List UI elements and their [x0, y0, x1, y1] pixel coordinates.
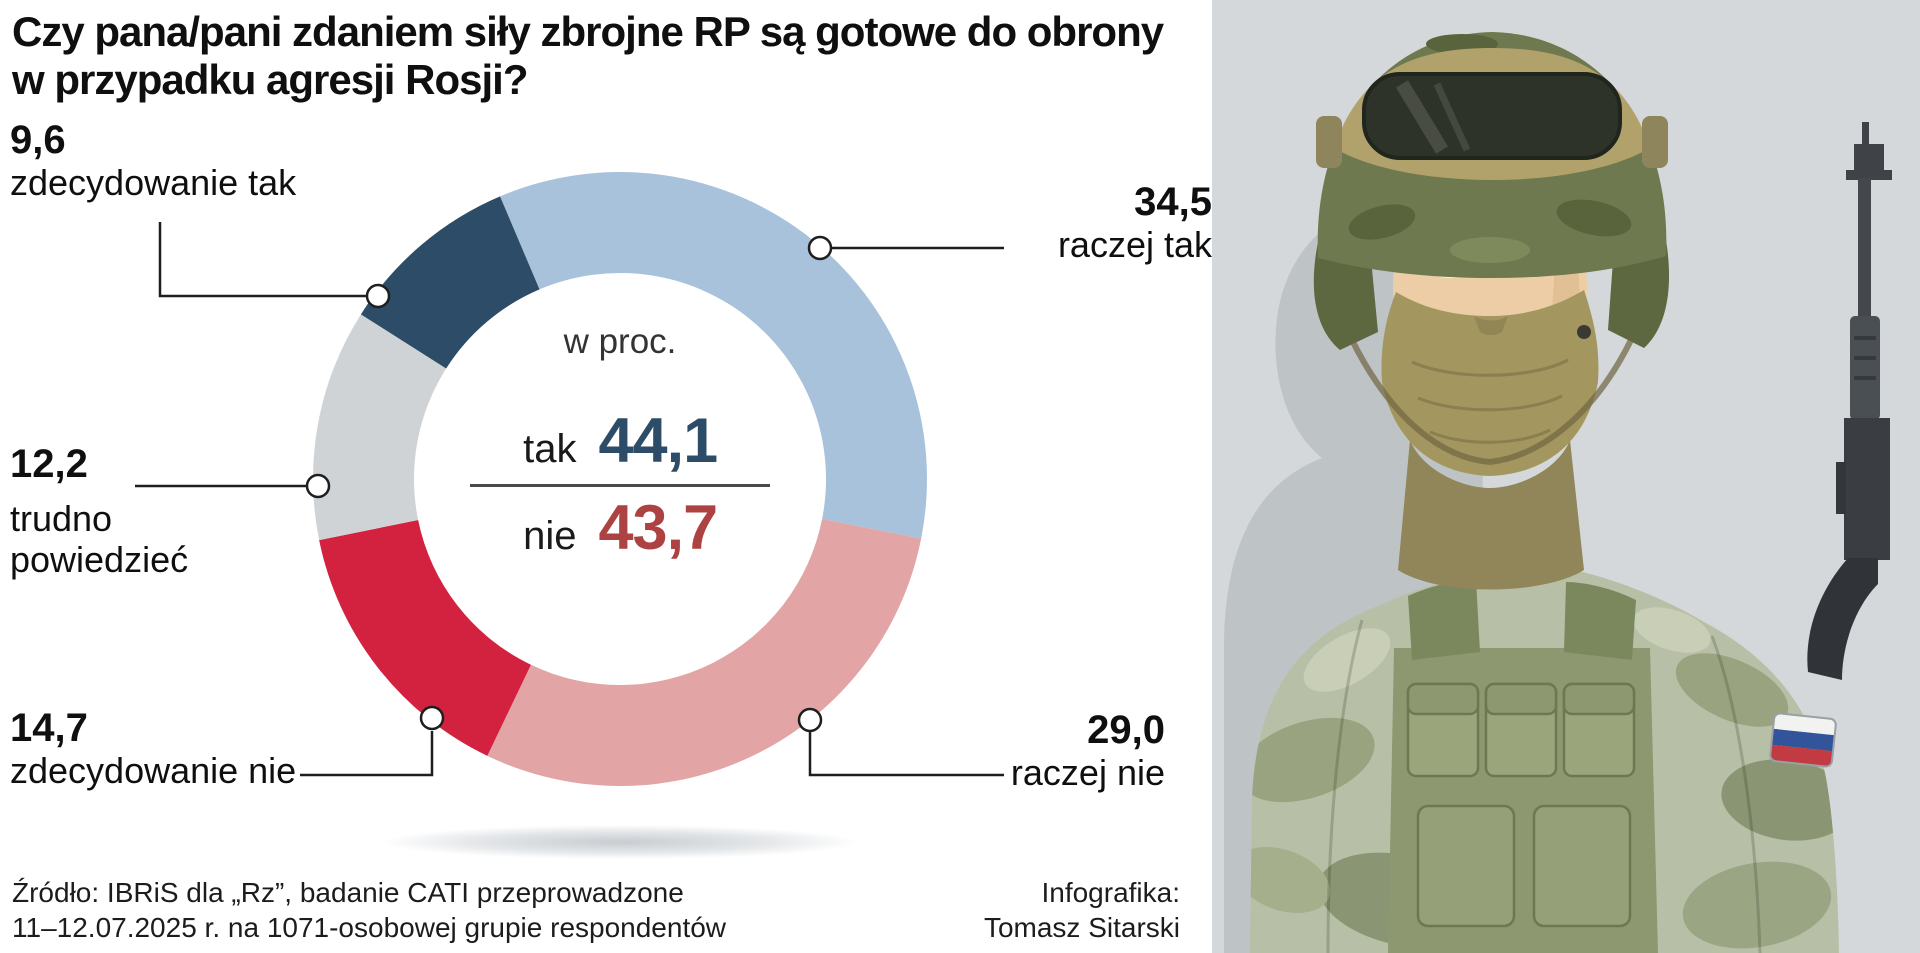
callout-label: zdecydowanie nie [10, 750, 297, 791]
callout-dot-raczej-nie [797, 707, 823, 733]
callout-zdecydowanie-nie: 14,7 zdecydowanie nie [10, 706, 296, 791]
source-line-1: Źródło: IBRiS dla „Rz”, badanie CATI prz… [12, 877, 684, 908]
donut-segment-1 [487, 519, 922, 786]
page-title: Czy pana/pani zdaniem siły zbrojne RP są… [12, 8, 1164, 104]
credit-line-1: Infografika: [1041, 877, 1180, 908]
callout-dot-raczej-tak [807, 235, 833, 261]
summary-tak-value: 44,1 [598, 406, 719, 476]
callout-label: raczej tak [1057, 224, 1212, 265]
callout-label: trudno powiedzieć [10, 498, 189, 581]
callout-zdecydowanie-tak: 9,6 zdecydowanie tak [10, 118, 296, 203]
soldier-svg [1212, 0, 1920, 953]
callout-dot-zdecydowanie-tak [365, 283, 391, 309]
summary-row-nie: nie 43,7 [400, 495, 840, 561]
goggles [1316, 48, 1668, 180]
summary-row-tak: tak 44,1 [400, 408, 840, 474]
donut-segment-0 [500, 172, 927, 539]
donut-segments [312, 172, 927, 786]
donut-drop-shadow [382, 825, 858, 859]
title-line-1: Czy pana/pani zdaniem siły zbrojne RP są… [12, 8, 1164, 55]
summary-nie-value: 43,7 [598, 493, 719, 564]
summary-divider [470, 484, 770, 488]
tactical-vest [1388, 580, 1658, 953]
soldier-illustration [1212, 0, 1920, 953]
chin-strap [1489, 336, 1635, 465]
callout-label: zdecydowanie tak [10, 162, 297, 203]
donut-segment-2 [319, 520, 531, 756]
callout-dot-trudno-powiedziec [305, 473, 331, 499]
callout-dot-zdecydowanie-nie [419, 705, 445, 731]
source-note: Źródło: IBRiS dla „Rz”, badanie CATI prz… [12, 876, 726, 945]
flag-patch [1769, 712, 1837, 768]
callout-line-zdecydowanie-nie [300, 731, 434, 777]
summary-tak-label: tak [523, 427, 577, 471]
callout-line-raczej-nie [808, 732, 1004, 777]
callout-raczej-tak: 34,5 raczej tak [980, 180, 1212, 265]
callout-value: 14,7 [10, 706, 88, 750]
credit-note: Infografika: Tomasz Sitarski [945, 876, 1180, 945]
callout-value: 29,0 [1087, 708, 1165, 752]
callout-line-zdecydowanie-tak [158, 222, 366, 298]
donut-segment-3 [312, 314, 447, 541]
balaclava-mask [1381, 290, 1599, 476]
callout-raczej-nie: 29,0 raczej nie [950, 708, 1165, 793]
credit-line-2: Tomasz Sitarski [983, 911, 1180, 943]
donut-center-summary: w proc. tak 44,1 nie 43,7 [400, 322, 840, 561]
callout-dots [305, 235, 833, 733]
chin-strap [1349, 338, 1491, 465]
callout-lines [135, 222, 1004, 777]
rifle [1807, 122, 1892, 680]
callout-value: 34,5 [1134, 180, 1212, 224]
source-line-2: 11–12.07.2025 r. na 1071-osobowej grupie… [12, 911, 727, 943]
callout-label: raczej nie [1010, 752, 1165, 793]
mic-dot [1577, 325, 1591, 339]
summary-nie-label: nie [523, 514, 577, 559]
balaclava-neck [1398, 440, 1584, 590]
title-line-2: w przypadku agresji Rosji? [12, 55, 528, 103]
donut-segment-4 [360, 196, 540, 369]
donut-chart-svg [135, 172, 1004, 859]
callout-value: 9,6 [10, 118, 66, 162]
callout-trudno-powiedziec: 12,2 trudno powiedzieć [10, 442, 240, 580]
callout-value: 12,2 [10, 442, 88, 486]
units-note: w proc. [563, 322, 677, 361]
